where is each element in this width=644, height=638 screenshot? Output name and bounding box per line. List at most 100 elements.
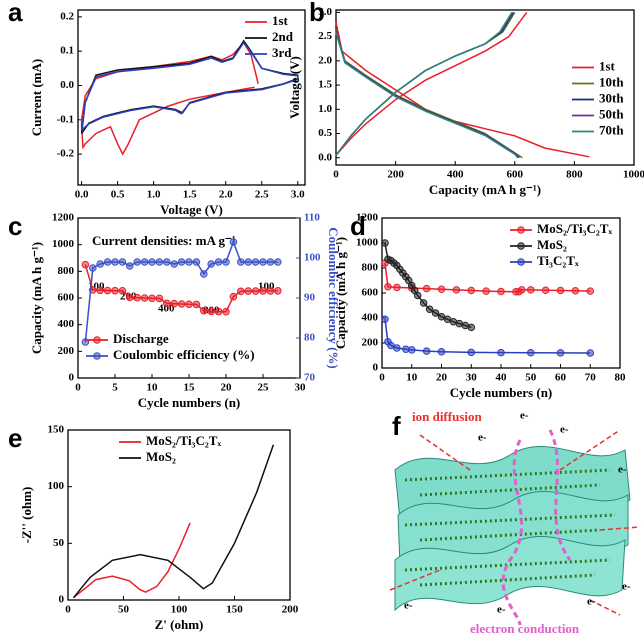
legend-label: 30th [599, 90, 624, 105]
x-tick-label: 150 [226, 604, 243, 616]
series-line [335, 11, 590, 158]
y-tick-label: 0 [69, 372, 75, 384]
y-tick-label: 1200 [52, 212, 75, 224]
x-tick-label: 15 [184, 382, 196, 394]
marker [259, 258, 267, 266]
marker [431, 309, 440, 317]
y-tick-label: 0 [59, 594, 65, 606]
y-tick-label: 800 [58, 265, 75, 277]
x-tick-label: 20 [221, 382, 233, 394]
marker [133, 258, 141, 266]
legend-label: 10th [599, 74, 624, 89]
x-tick-label: 200 [387, 169, 404, 181]
x-tick-label: 20 [436, 372, 448, 384]
marker [437, 285, 446, 294]
electron: e- [618, 464, 627, 476]
marker [526, 348, 535, 357]
x-tick-label: 10 [147, 382, 159, 394]
marker [177, 258, 186, 266]
y-tick-label: 0.0 [318, 151, 332, 163]
y2-tick-label: 110 [304, 212, 320, 224]
plot-frame [67, 429, 291, 601]
marker [148, 258, 156, 266]
marker [244, 258, 252, 266]
y-tick-label: 200 [58, 345, 75, 357]
electron: e- [497, 604, 506, 616]
electron: e- [404, 600, 413, 612]
y-tick-label: 1.0 [318, 103, 332, 115]
x-tick-label: 100 [171, 604, 188, 616]
y-tick-label: 400 [58, 318, 75, 330]
legend-marker [517, 242, 525, 250]
legend-label: Discharge [113, 331, 169, 346]
electron: e- [478, 432, 487, 444]
x-axis-label: Cycle numbers (n) [138, 395, 241, 410]
panel-label: f [392, 411, 401, 441]
plot-frame [77, 9, 306, 186]
panel-label: b [309, 0, 325, 27]
marker [222, 307, 230, 316]
marker [229, 238, 238, 246]
legend-label: MoS₂ [537, 237, 567, 252]
legend-label: 1st [599, 58, 616, 73]
marker [163, 299, 171, 308]
marker [437, 347, 446, 356]
x-tick-label: 1.0 [147, 189, 161, 201]
x-tick-label: 3.0 [291, 189, 305, 201]
series-line [73, 522, 191, 599]
marker [111, 258, 119, 266]
series-line [335, 12, 519, 159]
y-tick-label: 50 [53, 537, 65, 549]
marker [422, 347, 431, 355]
marker [200, 306, 208, 315]
marker [118, 287, 127, 295]
panel-label: d [350, 211, 366, 241]
x-axis-label: Voltage (V) [160, 202, 223, 217]
legend-label: Ti₃C₂Tₓ [537, 253, 579, 268]
x-axis-label: Z' (ohm) [155, 617, 204, 632]
marker [541, 286, 550, 295]
electron-arrow [501, 429, 572, 626]
marker [571, 286, 580, 295]
marker [170, 299, 178, 308]
marker [207, 260, 215, 268]
marker [407, 346, 416, 354]
panel-label: a [8, 0, 23, 27]
marker [140, 294, 149, 302]
y-tick-label: 150 [48, 424, 65, 436]
marker [384, 282, 392, 291]
x-tick-label: 0.5 [111, 189, 125, 201]
electron: e- [622, 581, 631, 593]
ion-label: ion diffusion [412, 409, 482, 424]
annotation: 400 [158, 303, 175, 315]
y-tick-label: 100 [48, 480, 65, 492]
marker [222, 258, 230, 266]
x-tick-label: 30 [466, 372, 478, 384]
marker [192, 258, 201, 266]
x-tick-label: 25 [258, 382, 270, 394]
marker [556, 349, 565, 357]
marker [274, 287, 282, 295]
y2-tick-label: 100 [304, 252, 321, 264]
marker [155, 258, 164, 266]
marker [185, 258, 193, 266]
marker [170, 260, 178, 268]
marker [413, 291, 422, 300]
legend-marker [93, 352, 101, 360]
marker [177, 300, 186, 308]
marker [200, 270, 208, 278]
marker [526, 286, 535, 294]
marker [467, 348, 476, 357]
marker [266, 287, 275, 295]
marker [229, 292, 238, 301]
x-tick-label: 600 [507, 169, 524, 181]
y-tick-label: 2.5 [318, 30, 332, 42]
marker [556, 286, 565, 295]
x-axis-label: Capacity (mA h g⁻¹) [429, 182, 541, 197]
marker [419, 299, 428, 307]
y-tick-label: -0.1 [57, 113, 74, 125]
marker [467, 323, 476, 332]
marker [518, 286, 526, 294]
marker [422, 284, 431, 293]
marker [237, 258, 245, 266]
